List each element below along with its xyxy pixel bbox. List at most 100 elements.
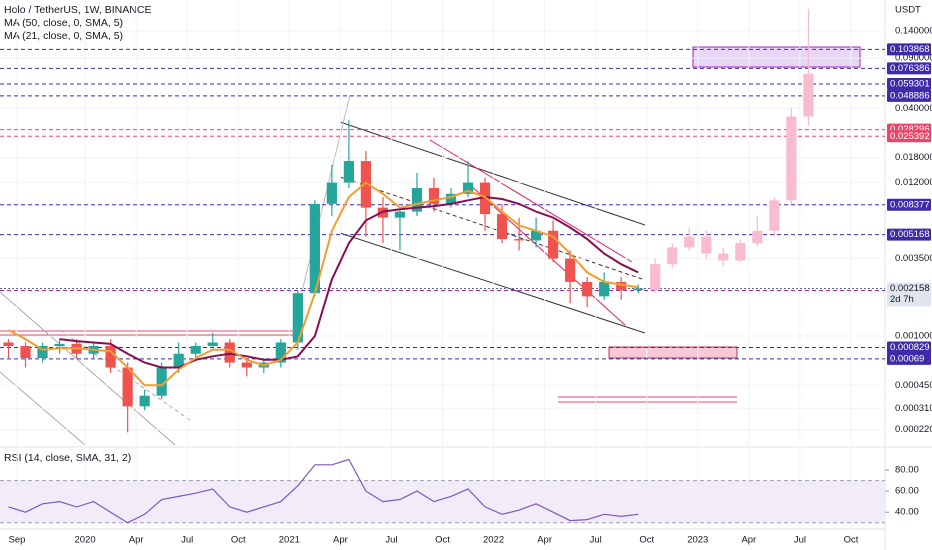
candle-body — [735, 243, 746, 261]
chart-title: Holo / TetherUS, 1W, BINANCE — [4, 4, 151, 16]
level-badge — [887, 89, 931, 102]
x-tick-label: Oct — [231, 535, 246, 546]
x-tick-label: Apr — [129, 535, 144, 546]
legend-entry: MA (50, close, 0, SMA, 5) — [4, 17, 123, 29]
x-tick-label: 2020 — [75, 535, 96, 546]
candle-body — [462, 182, 474, 194]
y-tick-label: 0.018000 — [895, 152, 932, 163]
candle-body — [684, 236, 695, 248]
level-badge — [887, 62, 931, 75]
rsi-line — [8, 458, 639, 524]
candle-body — [650, 264, 661, 291]
y-tick-label: 0.012000 — [895, 177, 932, 188]
x-tick-label: Oct — [435, 535, 450, 546]
channel-line — [429, 139, 633, 263]
level-label: 0.025392 — [890, 131, 930, 142]
candle-body — [156, 367, 167, 396]
candle-body — [496, 214, 508, 240]
candle-body — [224, 342, 235, 363]
level-label: 0.005168 — [890, 229, 930, 240]
x-tick-label: 2022 — [483, 535, 504, 546]
candle-body — [582, 281, 593, 297]
candle-body — [394, 211, 406, 218]
candle-body — [633, 288, 644, 291]
candle-body — [190, 346, 201, 354]
level-label: 0.000829 — [890, 342, 930, 353]
channel-line — [0, 291, 176, 446]
x-tick-label: Jul — [590, 535, 602, 546]
x-tick-label: Jul — [794, 535, 806, 546]
candle-body — [241, 362, 252, 368]
x-tick-label: Jul — [385, 535, 397, 546]
candle-body — [599, 281, 610, 297]
level-badge — [887, 352, 931, 365]
candle-body — [122, 367, 133, 407]
level-label: 0.076386 — [890, 63, 930, 74]
candle-body — [803, 73, 814, 117]
rsi-band — [0, 480, 885, 523]
candle-body — [701, 236, 712, 254]
legend-entry: RSI (14, close, SMA, 31, 2) — [4, 452, 131, 464]
x-tick-label: Apr — [537, 535, 552, 546]
level-badge — [887, 43, 931, 56]
x-tick-label: Apr — [333, 535, 348, 546]
y-tick-label: 0.000220 — [895, 424, 932, 435]
x-tick-label: Sep — [9, 535, 26, 546]
candle-body — [428, 187, 440, 204]
legend-entry: MA (21, close, 0, SMA, 5) — [4, 30, 123, 42]
y-tick-label: 0.000310 — [895, 403, 932, 414]
level-label: 0.008377 — [890, 199, 930, 210]
x-tick-label: 2021 — [279, 535, 300, 546]
candle-body — [3, 342, 14, 347]
candle-body — [326, 182, 337, 204]
candle-body — [531, 230, 542, 241]
level-label: 0.048886 — [890, 90, 930, 101]
candle-body — [309, 203, 320, 294]
y-tick-label: 0.040000 — [895, 103, 932, 114]
y-tick-label: 0.000450 — [895, 380, 932, 391]
countdown-label: 2d 7h — [890, 294, 914, 305]
candle-body — [786, 116, 797, 201]
rsi-tick-label: 40.00 — [895, 507, 919, 518]
candle-body — [275, 342, 286, 363]
x-tick-label: Oct — [639, 535, 654, 546]
level-label: 0.00069 — [890, 353, 924, 364]
channel-line — [339, 176, 646, 281]
channel-line — [339, 121, 646, 226]
x-tick-label: Oct — [844, 535, 859, 546]
candle-body — [718, 253, 729, 261]
level-label: 0.103868 — [890, 44, 930, 55]
level-label: 0.059301 — [890, 78, 930, 89]
y-tick-label: 0.140000 — [895, 25, 932, 36]
candle-body — [139, 395, 150, 407]
candle-body — [752, 230, 763, 244]
candle-body — [616, 281, 627, 291]
y-tick-label: 0.001000 — [895, 330, 932, 341]
zone-box — [608, 346, 738, 359]
channel-line — [469, 184, 626, 326]
candle-body — [54, 343, 65, 347]
candle-body — [548, 230, 559, 259]
level-badge — [887, 77, 931, 90]
candle-body — [769, 200, 780, 231]
candle-body — [513, 239, 525, 241]
level-badge — [887, 228, 931, 241]
candle-body — [343, 161, 354, 183]
y-tick-label: 0.003500 — [895, 253, 932, 264]
drawings — [0, 46, 861, 446]
x-tick-label: Apr — [741, 535, 756, 546]
candle-body — [411, 187, 423, 212]
candle-body — [207, 342, 218, 347]
rsi-tick-label: 60.00 — [895, 486, 919, 497]
last-price-label: 0.002158 — [890, 283, 930, 294]
rsi-tick-label: 80.00 — [895, 465, 919, 476]
x-tick-label: Jul — [181, 535, 193, 546]
last-price-badge — [887, 282, 931, 307]
channel-line — [339, 232, 646, 334]
candle-body — [667, 247, 678, 265]
candle-body — [20, 346, 31, 358]
level-badge — [887, 341, 931, 354]
zone-box — [692, 46, 861, 68]
